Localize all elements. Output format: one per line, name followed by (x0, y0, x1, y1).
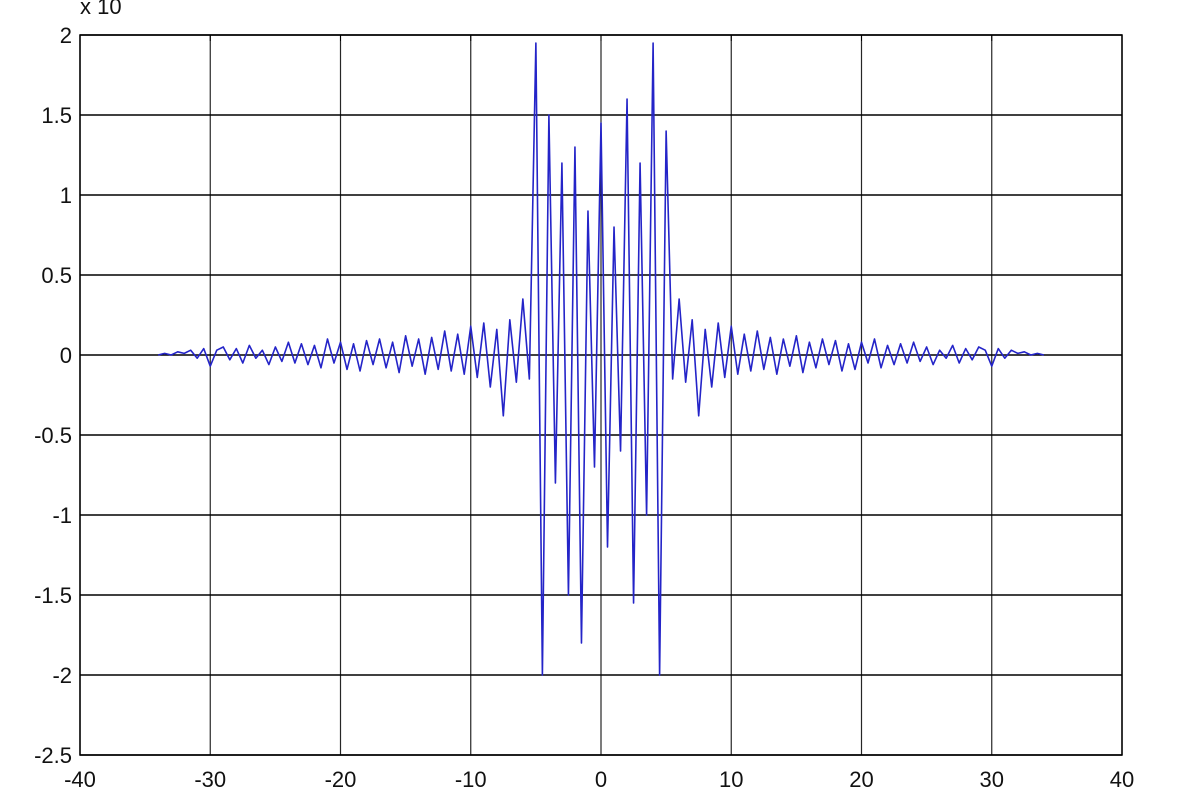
x-tick-label: 0 (595, 767, 607, 792)
signal-line (157, 42, 1045, 676)
x-tick-label: -10 (455, 767, 487, 792)
y-tick-label: 1.5 (41, 103, 72, 128)
y-tick-label: -2.5 (34, 743, 72, 768)
y-multiplier: x 10 (80, 0, 122, 19)
y-tick-label: -1 (52, 503, 72, 528)
x-tick-label: -30 (194, 767, 226, 792)
y-tick-label: 2 (60, 23, 72, 48)
y-tick-label: 1 (60, 183, 72, 208)
x-tick-label: 30 (980, 767, 1004, 792)
x-tick-label: 10 (719, 767, 743, 792)
y-tick-label: -0.5 (34, 423, 72, 448)
y-tick-label: -1.5 (34, 583, 72, 608)
y-tick-label: -2 (52, 663, 72, 688)
x-tick-label: -40 (64, 767, 96, 792)
x-tick-label: 20 (849, 767, 873, 792)
y-tick-label: 0 (60, 343, 72, 368)
y-tick-label: 0.5 (41, 263, 72, 288)
x-tick-label: 40 (1110, 767, 1134, 792)
x-tick-label: -20 (325, 767, 357, 792)
